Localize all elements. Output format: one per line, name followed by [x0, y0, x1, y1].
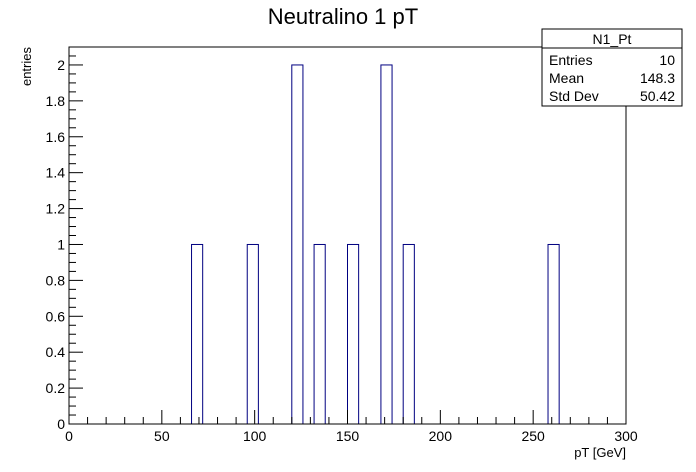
- y-tick-label: 0.2: [46, 380, 66, 396]
- stats-entries-label: Entries: [549, 52, 593, 68]
- x-tick-label: 250: [521, 428, 545, 444]
- axis-ticks: [68, 46, 627, 425]
- stats-box: N1_Pt Entries 10 Mean 148.3 Std Dev 50.4…: [541, 28, 683, 107]
- stats-mean-value: 148.3: [640, 70, 675, 86]
- x-axis-label: pT [GeV]: [574, 445, 626, 460]
- chart-title: Neutralino 1 pT: [268, 4, 418, 29]
- x-tick-label: 300: [614, 428, 638, 444]
- y-tick-label: 1: [57, 236, 65, 252]
- y-tick-label: 2: [57, 57, 65, 73]
- stats-mean-label: Mean: [549, 70, 584, 86]
- y-tick-label: 1.4: [46, 165, 66, 181]
- y-tick-label: 1.2: [46, 201, 66, 217]
- stats-stddev-label: Std Dev: [549, 88, 599, 104]
- x-tick-label: 0: [65, 428, 73, 444]
- y-axis-label: entries: [19, 47, 34, 87]
- x-tick-label: 100: [243, 428, 267, 444]
- x-tick-label: 200: [429, 428, 453, 444]
- stats-entries-value: 10: [659, 52, 675, 68]
- stats-box-frame: [541, 28, 683, 107]
- axis-tick-labels: 0 50 100 150 200 250 300 0 0.2 0.4 0.6 0.8 1 1.2 1.4 1.…: [46, 57, 638, 444]
- y-tick-label: 1.6: [46, 129, 66, 145]
- x-tick-label: 50: [154, 428, 170, 444]
- stats-stddev-value: 50.42: [640, 88, 675, 104]
- y-tick-label: 0.8: [46, 272, 66, 288]
- y-tick-label: 1.8: [46, 93, 66, 109]
- x-tick-label: 150: [336, 428, 360, 444]
- y-tick-label: 0: [57, 416, 65, 432]
- y-tick-label: 0.4: [46, 344, 66, 360]
- y-tick-label: 0.6: [46, 308, 66, 324]
- stats-box-name: N1_Pt: [593, 31, 632, 47]
